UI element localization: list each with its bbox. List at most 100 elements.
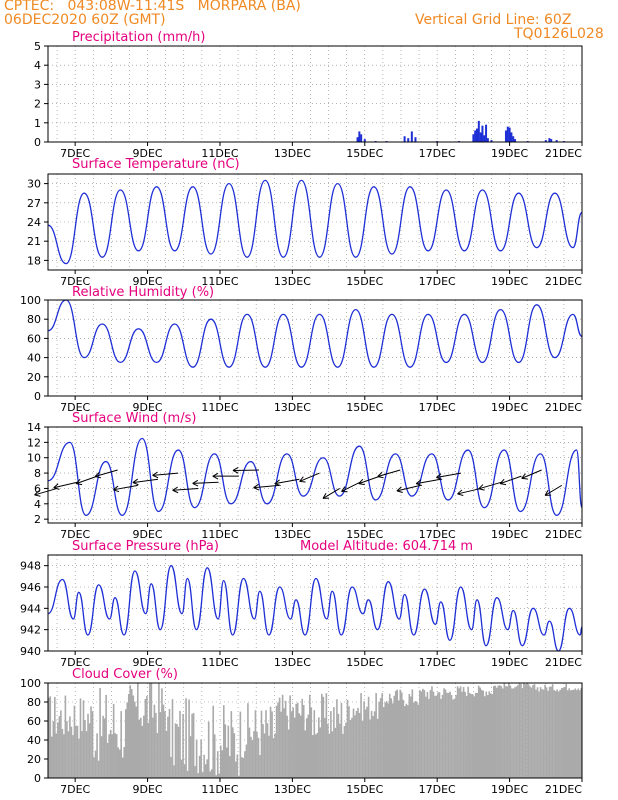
cloud-bar: [399, 689, 402, 778]
cloud-bar: [204, 764, 207, 778]
cloud-bar: [566, 690, 569, 778]
wind-vector-head: [53, 483, 60, 490]
cloud-bar: [319, 727, 322, 778]
wind-vector: [94, 469, 118, 477]
cloud-bar: [73, 705, 76, 778]
cloud-bar: [212, 705, 215, 778]
cloud-bar: [464, 691, 466, 778]
cloud-bar: [161, 688, 163, 778]
cloud-bar: [506, 686, 509, 778]
cloud-bar: [554, 691, 557, 778]
cloud-bar: [64, 695, 67, 778]
y-tick-label: 20: [27, 753, 41, 766]
cloud-bar: [342, 733, 344, 778]
cloud-bar: [54, 696, 56, 778]
cloud-bar: [219, 745, 222, 778]
wind-vector-head: [457, 489, 464, 497]
cloud-bar: [410, 696, 412, 778]
cloud-bar: [408, 693, 411, 778]
x-tick-label: 19DEC: [491, 275, 528, 288]
cloud-bar: [226, 747, 228, 778]
wind-vector-head: [212, 472, 219, 480]
cloud-bar: [191, 713, 193, 778]
cloud-bar: [393, 695, 396, 778]
cloud-bar: [381, 693, 383, 778]
cloud-bar: [474, 692, 477, 778]
cloud-bar: [256, 731, 258, 778]
cloud-bar: [78, 738, 80, 778]
cloud-bar: [434, 695, 436, 778]
x-tick-label: 11DEC: [201, 275, 238, 288]
x-tick-label: 9DEC: [133, 147, 163, 160]
x-tick-label: 21DEC: [545, 528, 582, 541]
cloud-bar: [155, 712, 157, 778]
cloud-bar: [550, 686, 552, 778]
y-tick-label: 80: [27, 313, 41, 326]
cloud-bar: [115, 734, 118, 778]
cloud-bar: [456, 686, 459, 778]
cloud-bar: [351, 717, 353, 778]
cloud-bar: [94, 750, 97, 778]
wind-vector: [377, 469, 401, 477]
cloud-bar: [200, 739, 202, 778]
x-tick-label: 13DEC: [274, 147, 311, 160]
x-tick-label: 7DEC: [60, 401, 90, 414]
cloud-bar: [382, 707, 385, 778]
cloud-bar: [197, 773, 199, 778]
cloud-bar: [322, 696, 325, 778]
cloud-bar: [67, 731, 70, 778]
cloud-bar: [346, 699, 349, 778]
wind-vector: [172, 487, 199, 491]
cloud-bar: [141, 725, 144, 778]
cloud-bar: [577, 688, 580, 778]
cloud-bar: [450, 695, 453, 778]
cloud-bar: [462, 687, 465, 778]
wind-vector-head: [192, 479, 199, 487]
cloud-bar: [259, 754, 261, 778]
cloud-bar: [49, 696, 52, 778]
cloud-bar: [339, 723, 341, 778]
cloud-bar: [496, 687, 498, 778]
cloud-bar: [182, 713, 184, 778]
precip-bar: [485, 124, 488, 142]
cloud-bar: [458, 688, 460, 778]
cloud-bar: [316, 732, 319, 778]
wind-vector-head: [322, 492, 330, 499]
cloud-bar: [143, 715, 145, 778]
cloud-bar: [130, 689, 133, 778]
cloud-bar: [337, 713, 340, 778]
cloud-bar: [360, 693, 362, 778]
cloud-bar: [349, 720, 352, 778]
wind-vector: [544, 484, 563, 496]
x-tick-label: 15DEC: [346, 401, 383, 414]
wind-vector: [341, 481, 361, 492]
cloud-bar: [391, 703, 394, 778]
cloud-bar: [102, 715, 104, 778]
cloud-bar: [218, 773, 221, 778]
cloud-bar: [293, 717, 296, 778]
cloud-bar: [440, 698, 442, 778]
cloud-bar: [266, 723, 269, 778]
cloud-bar: [174, 723, 177, 778]
x-tick-label: 19DEC: [491, 656, 528, 669]
precip-bar: [407, 138, 410, 142]
y-tick-label: 940: [20, 645, 41, 658]
wind-vector-head: [478, 484, 485, 491]
cloud-bar: [321, 693, 323, 778]
cloud-bar: [526, 683, 528, 778]
x-tick-label: 7DEC: [60, 783, 90, 796]
cloud-bar: [370, 710, 373, 778]
cloud-bar: [465, 695, 468, 778]
cloud-bar: [449, 691, 451, 778]
y-tick-label: 0: [34, 136, 41, 149]
cloud-bar: [183, 764, 186, 778]
cloud-bar: [372, 716, 374, 778]
wind-vector-head: [358, 478, 365, 486]
x-tick-label: 19DEC: [491, 783, 528, 796]
x-tick-label: 17DEC: [419, 401, 456, 414]
cloud-bar: [345, 722, 347, 778]
precip-bar: [356, 137, 359, 142]
cloud-bar: [431, 686, 433, 778]
precip-bar: [483, 135, 486, 142]
x-tick-label: 11DEC: [201, 783, 238, 796]
